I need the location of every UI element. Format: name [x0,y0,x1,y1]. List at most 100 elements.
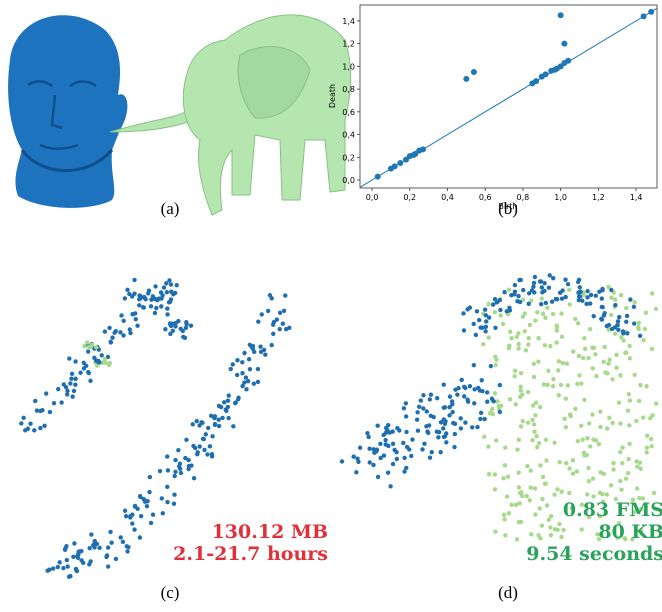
cloud-point [122,296,128,301]
cloud-point [65,388,70,394]
cloud-point [55,564,60,570]
cloud-point [132,503,138,509]
x-tick-label: 1,4 [630,193,643,202]
cloud-point [280,321,286,326]
cloud-point [255,366,261,372]
cloud-point [170,321,175,326]
cloud-point [552,492,557,497]
cloud-point [71,388,77,394]
cloud-point [536,335,541,341]
cloud-point [590,476,596,481]
cloud-point [137,293,142,298]
cloud-point [265,308,271,314]
cloud-point [567,490,572,496]
cloud-point [174,282,179,288]
cloud-point [518,370,524,376]
cloud-point [556,359,562,364]
cloud-point [540,311,546,317]
cloud-point [429,449,434,455]
cloud-point [274,317,280,322]
cloud-point [193,445,198,451]
cloud-point [520,392,525,397]
cloud-point [560,360,566,366]
cloud-point [256,319,261,324]
cloud-point [71,554,76,560]
cloud-point [630,497,636,502]
cloud-point [586,478,592,484]
cloud-point [516,331,521,336]
cloud-point [554,328,560,333]
cloud-point [202,447,207,453]
cloud-point [518,388,524,393]
cloud-point [564,361,570,366]
cloud-point [498,307,503,313]
cloud-point [525,463,530,469]
cloud-point [586,465,591,471]
cloud-point [203,432,208,437]
point [533,78,540,85]
cloud-point [447,394,453,399]
cloud-point [545,382,550,388]
cloud-point [580,437,585,442]
cloud-point [648,436,654,442]
cloud-point [255,379,261,385]
cloud-point [635,464,640,469]
cloud-point [548,513,554,519]
cloud-point [403,401,409,406]
x-tick-label: 1,0 [554,193,567,202]
cloud-point [447,413,452,418]
cloud-point [168,331,173,337]
cloud-point [414,417,420,422]
cloud-point [497,382,503,388]
cloud-point [422,441,427,446]
cloud-point [480,388,485,394]
cloud-point [546,285,552,290]
cloud-point [604,492,609,497]
cloud-point [160,511,165,516]
cloud-point [529,532,534,537]
cloud-point [243,375,249,380]
cloud-point [73,567,79,573]
cloud-point [62,547,68,552]
cloud-point [200,436,206,442]
x-tick-label: 0,4 [441,193,454,202]
point [463,75,470,82]
cloud-point [180,328,185,334]
cloud-point [72,541,77,546]
cloud-point [462,384,467,389]
cloud-point [425,429,430,434]
cloud-point [523,348,529,353]
cloud-point [258,349,264,355]
cloud-point [465,307,470,312]
cloud-point [210,434,215,439]
cloud-point [436,429,442,435]
cloud-point [126,545,131,550]
cloud-point [501,476,506,481]
cloud-point [590,412,595,417]
cloud-point [639,506,644,512]
cloud-point [64,543,69,549]
cloud-point [108,339,113,345]
cloud-point [618,421,623,426]
cloud-point [627,423,632,428]
cloud-point [173,457,178,463]
cloud-point [606,361,611,366]
cloud-point [598,470,603,475]
cloud-point [51,400,57,406]
cloud-point [137,297,142,302]
cloud-point [86,370,92,376]
cloud-point [165,499,170,505]
y-tick-label: 1,4 [342,17,355,26]
cloud-point [226,415,231,421]
cloud-point [428,392,434,397]
cloud-point [87,546,92,551]
cloud-point [543,437,549,442]
cloud-point [137,303,142,308]
cloud-point [518,384,523,389]
cloud-point [47,409,53,415]
cloud-point [367,446,372,451]
cloud-point [579,381,584,386]
cloud-point [554,323,559,328]
cloud-point [137,535,143,540]
cloud-point [378,441,383,447]
